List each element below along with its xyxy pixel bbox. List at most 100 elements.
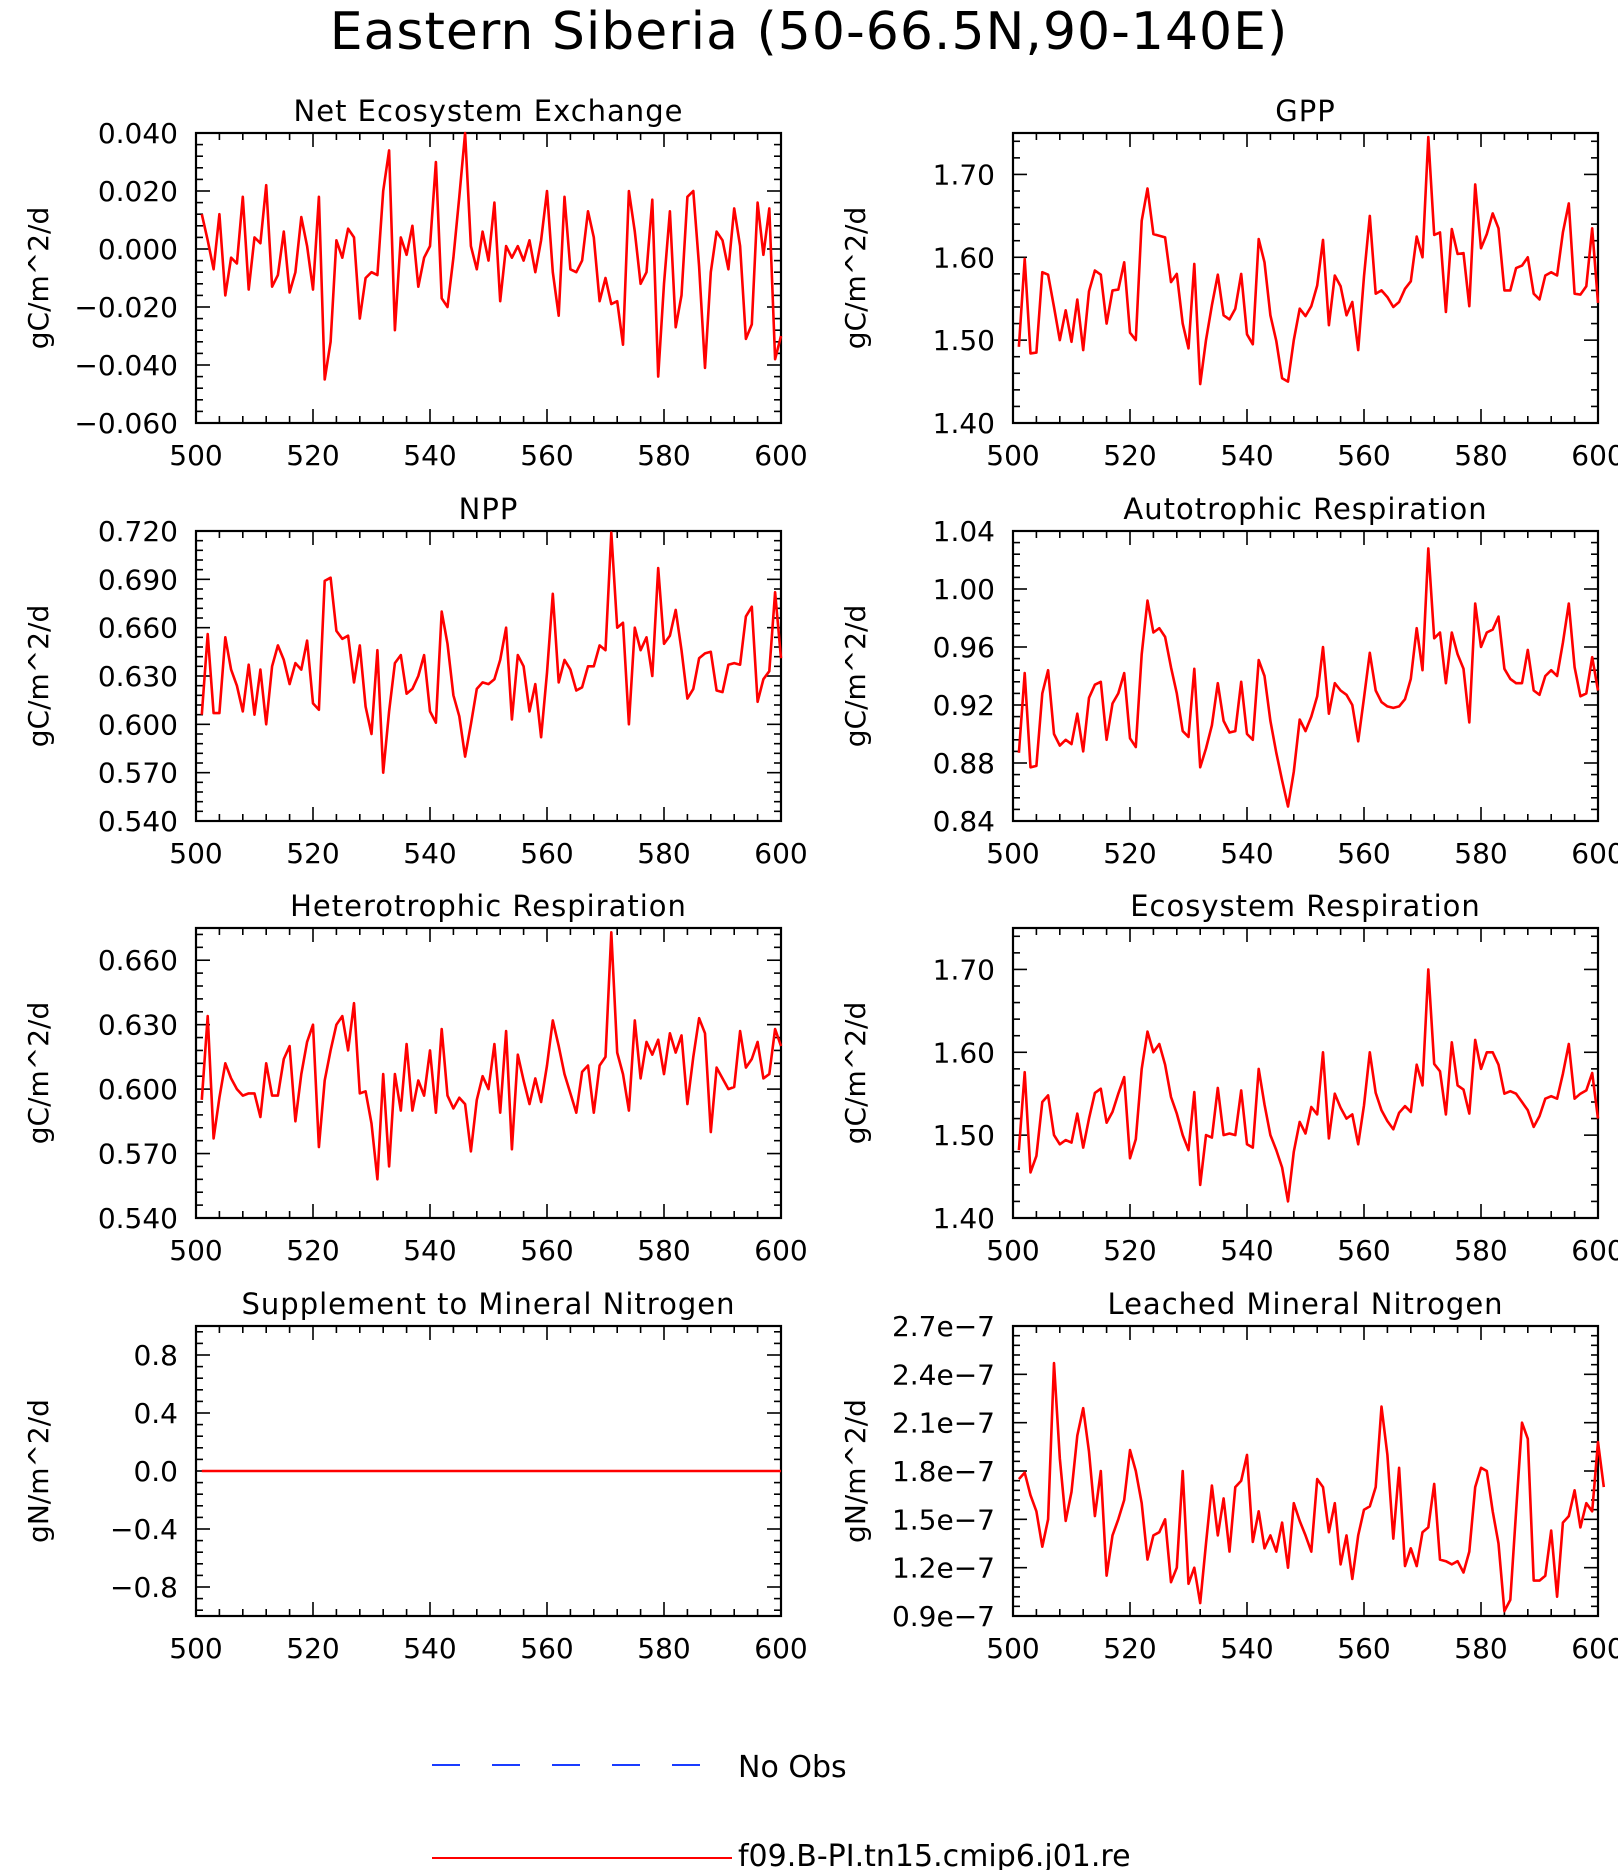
chart-panel-1: GPP 500 520 540 560 580 600 1.40 1.50 1.60 1.70 gC/… xyxy=(839,94,1618,472)
y-tick-label: 1.50 xyxy=(933,1119,995,1152)
y-tick-label: 2.1e−7 xyxy=(892,1407,995,1440)
x-tick-label: 500 xyxy=(169,439,222,472)
x-tick-label: 560 xyxy=(1337,439,1390,472)
x-tick-label: 600 xyxy=(1571,439,1618,472)
x-tick-label: 560 xyxy=(1337,1632,1390,1665)
y-tick-label: 1.04 xyxy=(933,515,995,548)
x-tick-label: 500 xyxy=(169,1632,222,1665)
y-tick-label: −0.8 xyxy=(110,1571,178,1604)
y-tick-label: 0.690 xyxy=(98,563,178,596)
chart-panel-3: Autotrophic Respiration 500 520 540 560 580 60… xyxy=(839,492,1618,870)
y-tick-label: −0.040 xyxy=(74,349,178,382)
x-tick-label: 520 xyxy=(286,439,339,472)
x-tick-label: 520 xyxy=(1103,439,1156,472)
y-tick-label: 0.660 xyxy=(98,944,178,977)
chart-panel-5: Ecosystem Respiration 500 520 540 560 580 600 1… xyxy=(839,889,1618,1267)
y-tick-label: 1.8e−7 xyxy=(892,1455,995,1488)
y-tick-label: −0.4 xyxy=(110,1513,178,1546)
chart-panel-6: Supplement to Mineral Nitrogen 500 520 540 5… xyxy=(22,1287,808,1665)
chart-panel-0: Net Ecosystem Exchange 500 520 540 560 580 600… xyxy=(22,94,808,472)
y-axis-label: gC/m^2/d xyxy=(839,605,872,748)
x-tick-label: 600 xyxy=(1571,1632,1618,1665)
y-tick-label: 1.00 xyxy=(933,573,995,606)
x-tick-label: 500 xyxy=(169,1234,222,1267)
y-tick-label: 1.40 xyxy=(933,1202,995,1235)
x-tick-label: 520 xyxy=(1103,1632,1156,1665)
panel-title: NPP xyxy=(459,492,519,526)
plot-frame xyxy=(194,529,783,823)
x-tick-label: 580 xyxy=(637,837,690,870)
panel-title: Heterotrophic Respiration xyxy=(290,889,687,923)
x-tick-label: 500 xyxy=(169,837,222,870)
panel-title: Supplement to Mineral Nitrogen xyxy=(242,1287,736,1321)
x-tick-label: 520 xyxy=(286,837,339,870)
y-tick-label: 0.84 xyxy=(933,805,995,838)
y-tick-label: 0.0 xyxy=(133,1455,178,1488)
x-tick-label: 600 xyxy=(1571,1234,1618,1267)
series-line xyxy=(200,931,783,1181)
x-tick-label: 600 xyxy=(1571,837,1618,870)
y-tick-label: 1.60 xyxy=(933,241,995,274)
y-tick-label: 0.92 xyxy=(933,689,995,722)
x-tick-label: 540 xyxy=(403,837,456,870)
y-tick-label: −0.020 xyxy=(74,291,178,324)
series-line xyxy=(200,531,783,774)
plot-frame xyxy=(194,131,783,425)
chart-panel-2: NPP 500 520 540 560 580 600 0.540 0.570 0.600 0.63… xyxy=(22,492,808,870)
x-tick-label: 580 xyxy=(1454,1234,1507,1267)
y-axis-label: gC/m^2/d xyxy=(22,605,55,748)
plot-frame xyxy=(1011,131,1600,425)
x-tick-label: 600 xyxy=(754,1234,807,1267)
x-tick-label: 540 xyxy=(403,1632,456,1665)
y-tick-label: 0.630 xyxy=(98,1009,178,1042)
x-tick-label: 520 xyxy=(1103,1234,1156,1267)
y-tick-label: 1.50 xyxy=(933,324,995,357)
y-tick-label: 1.2e−7 xyxy=(892,1552,995,1585)
panel-title: Autotrophic Respiration xyxy=(1123,492,1487,526)
panel-title: Leached Mineral Nitrogen xyxy=(1107,1287,1503,1321)
y-tick-label: 0.88 xyxy=(933,747,995,780)
plot-frame xyxy=(1011,529,1600,823)
x-tick-label: 580 xyxy=(1454,837,1507,870)
x-tick-label: 600 xyxy=(754,837,807,870)
x-tick-label: 500 xyxy=(986,1234,1039,1267)
y-axis-label: gN/m^2/d xyxy=(839,1399,872,1543)
x-tick-label: 580 xyxy=(637,1234,690,1267)
y-tick-label: 0.9e−7 xyxy=(892,1600,995,1633)
y-tick-label: −0.060 xyxy=(74,407,178,440)
series-line xyxy=(200,131,783,381)
x-tick-label: 500 xyxy=(986,439,1039,472)
panel-title: Ecosystem Respiration xyxy=(1130,889,1481,923)
series-line xyxy=(1017,547,1600,808)
series-line xyxy=(1017,135,1600,386)
x-tick-label: 580 xyxy=(1454,439,1507,472)
x-tick-label: 560 xyxy=(520,1632,573,1665)
y-tick-label: 1.5e−7 xyxy=(892,1503,995,1536)
y-tick-label: 0.8 xyxy=(133,1339,178,1372)
x-tick-label: 560 xyxy=(520,1234,573,1267)
y-tick-label: 0.000 xyxy=(98,233,178,266)
x-tick-label: 580 xyxy=(637,1632,690,1665)
x-tick-label: 560 xyxy=(520,439,573,472)
main-title: Eastern Siberia (50-66.5N,90-140E) xyxy=(329,2,1289,62)
y-tick-label: 0.020 xyxy=(98,175,178,208)
y-axis-label: gC/m^2/d xyxy=(22,1002,55,1145)
y-tick-label: 0.660 xyxy=(98,612,178,645)
x-tick-label: 500 xyxy=(986,1632,1039,1665)
x-tick-label: 520 xyxy=(286,1234,339,1267)
panel-title: Net Ecosystem Exchange xyxy=(294,94,684,128)
x-tick-label: 560 xyxy=(1337,1234,1390,1267)
x-tick-label: 520 xyxy=(286,1632,339,1665)
chart-panel-4: Heterotrophic Respiration 500 520 540 560 580… xyxy=(22,889,808,1267)
y-axis-label: gC/m^2/d xyxy=(22,207,55,350)
y-tick-label: 0.630 xyxy=(98,660,178,693)
x-tick-label: 600 xyxy=(754,1632,807,1665)
y-tick-label: 0.040 xyxy=(98,117,178,150)
y-axis-label: gC/m^2/d xyxy=(839,207,872,350)
y-tick-label: 0.570 xyxy=(98,757,178,790)
y-tick-label: 1.60 xyxy=(933,1036,995,1069)
x-tick-label: 540 xyxy=(403,1234,456,1267)
y-axis-label: gC/m^2/d xyxy=(839,1002,872,1145)
x-tick-label: 500 xyxy=(986,837,1039,870)
